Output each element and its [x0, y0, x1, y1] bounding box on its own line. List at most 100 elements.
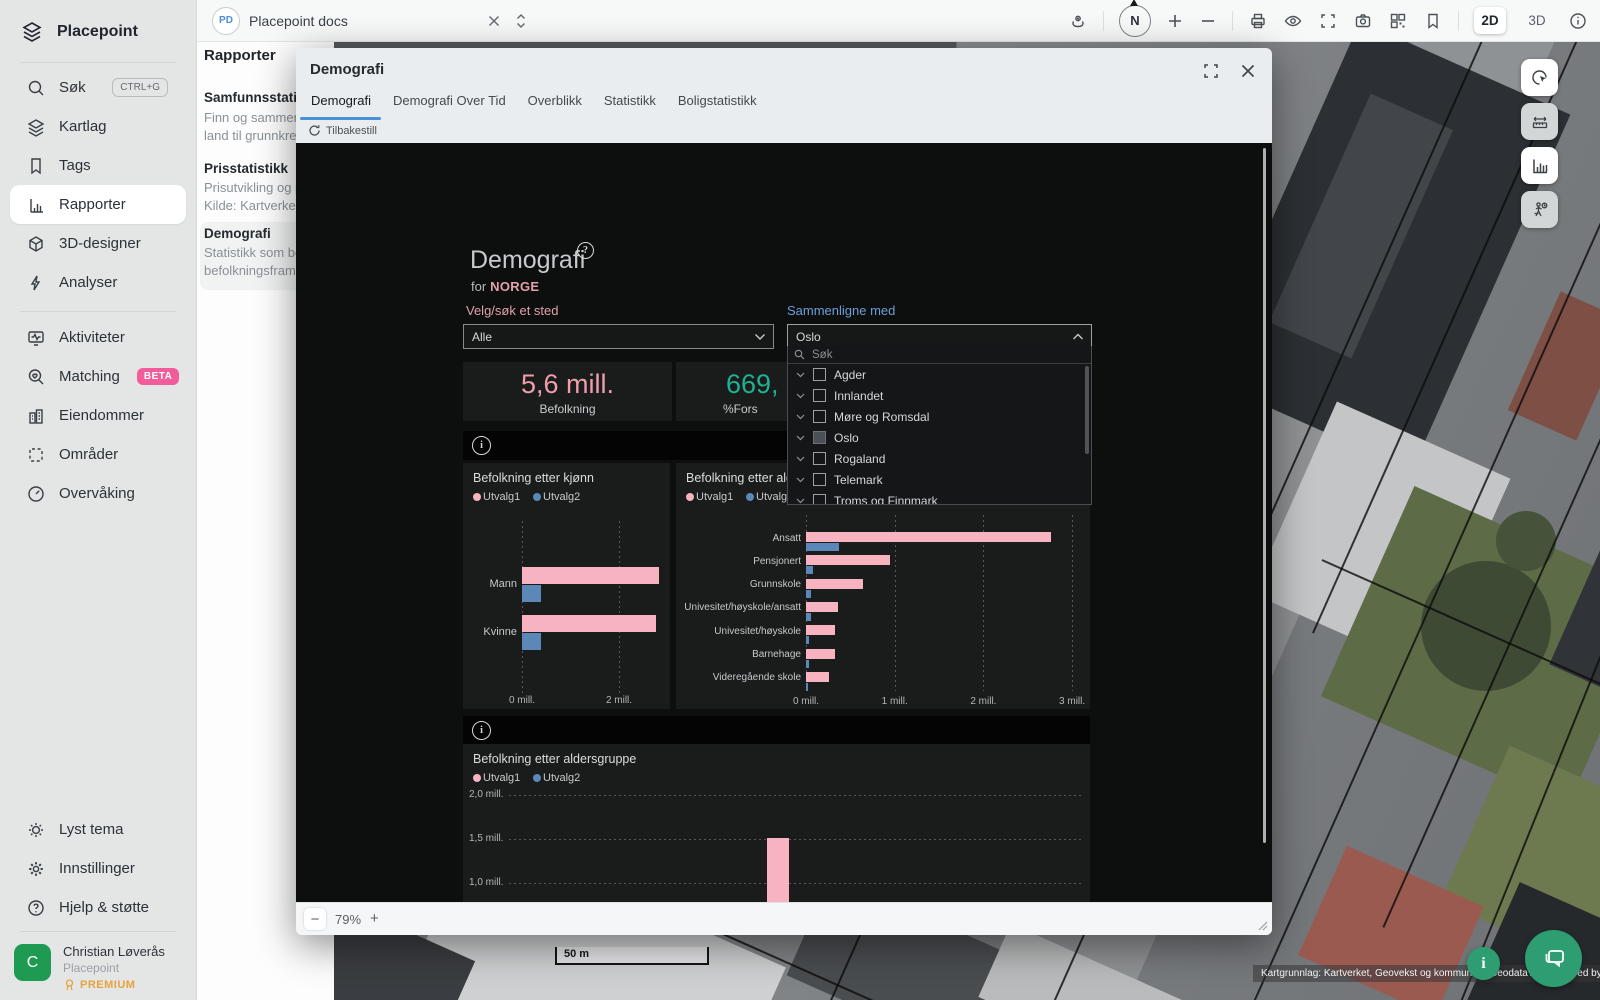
- reports-heading: Rapporter: [204, 47, 276, 64]
- zoom-out-icon[interactable]: [1199, 12, 1217, 30]
- modal-tab-boligstatistikk[interactable]: Boligstatistikk: [678, 93, 757, 119]
- chart-tool-button[interactable]: [1521, 147, 1558, 184]
- bookmark-icon[interactable]: [1423, 11, 1443, 31]
- chat-button[interactable]: [1525, 930, 1582, 987]
- dropdown-search[interactable]: [788, 346, 1091, 364]
- print-icon[interactable]: [1248, 11, 1268, 31]
- dropdown-option-m-re-og-romsdal[interactable]: Møre og Romsdal: [788, 406, 1091, 427]
- sidebar-item-3d-designer[interactable]: 3D-designer: [0, 224, 196, 263]
- sidebar-item-omr-der[interactable]: Områder: [0, 435, 196, 474]
- modal-tabs: Demografi Demografi Over Tid Overblikk Stat…: [311, 93, 757, 119]
- sidebar-item-aktiviteter[interactable]: Aktiviteter: [0, 318, 196, 357]
- travel-time-tool-button[interactable]: [1521, 191, 1558, 228]
- dropdown-option-rogaland[interactable]: Rogaland: [788, 448, 1091, 469]
- chart-befolkning-kjonn: Befolkning etter kjønnUtvalg1Utvalg20 mi…: [463, 463, 670, 709]
- dropdown-option-oslo[interactable]: Oslo: [788, 427, 1091, 448]
- zoom-in-button[interactable]: +: [370, 912, 379, 926]
- option-checkbox[interactable]: [813, 389, 826, 402]
- sidebar-item-overv-king[interactable]: Overvåking: [0, 474, 196, 513]
- close-tab-icon[interactable]: [486, 13, 502, 29]
- place-select[interactable]: Alle: [463, 324, 774, 349]
- sidebar-item-tags[interactable]: Tags: [0, 146, 196, 185]
- bar-utvalg2: [806, 660, 809, 668]
- qr-code-icon[interactable]: [1388, 11, 1408, 31]
- option-checkbox[interactable]: [813, 368, 826, 381]
- close-modal-icon[interactable]: [1238, 61, 1258, 81]
- chevron-down-icon[interactable]: [796, 435, 805, 441]
- about-icon[interactable]: [1568, 11, 1588, 31]
- chevron-down-icon[interactable]: [796, 498, 805, 504]
- modal-scrollbar[interactable]: [1263, 148, 1266, 843]
- screenshot-icon[interactable]: [1353, 11, 1373, 31]
- dashboard-title: Demografi: [470, 246, 585, 275]
- dropdown-option-innlandet[interactable]: Innlandet: [788, 385, 1091, 406]
- modal-tab-overblikk[interactable]: Overblikk: [528, 93, 582, 119]
- sidebar-item-innstillinger[interactable]: Innstillinger: [0, 849, 196, 888]
- collapse-expand-icon[interactable]: [514, 13, 528, 29]
- compass-button[interactable]: N: [1119, 5, 1151, 37]
- sidebar-item-hjelp-st-tte[interactable]: Hjelp & støtte: [0, 888, 196, 927]
- sidebar-item-eiendommer[interactable]: Eiendommer: [0, 396, 196, 435]
- modal-tab-statistikk[interactable]: Statistikk: [604, 93, 656, 119]
- chart-info-icon[interactable]: i: [472, 436, 491, 455]
- zoom-in-icon[interactable]: [1166, 12, 1184, 30]
- chevron-down-icon[interactable]: [796, 477, 805, 483]
- sidebar-item-analyser[interactable]: Analyser: [0, 263, 196, 302]
- reset-button[interactable]: Tilbakestill: [308, 124, 377, 137]
- zoom-out-button[interactable]: −: [304, 908, 326, 930]
- gauge-icon: [26, 484, 46, 504]
- option-checkbox[interactable]: [813, 410, 826, 423]
- measure-tool-button[interactable]: [1521, 103, 1558, 140]
- legend-label: Utvalg1: [483, 772, 520, 784]
- dropdown-search-input[interactable]: [810, 348, 1054, 362]
- info-button[interactable]: i: [1467, 947, 1500, 980]
- locate-icon[interactable]: [1068, 11, 1088, 31]
- chevron-down-icon[interactable]: [796, 456, 805, 462]
- brand[interactable]: Placepoint: [20, 20, 138, 44]
- report-item-title[interactable]: Prisstatistikk: [204, 161, 288, 176]
- user-card[interactable]: C Christian Løverås Placepoint PREMIUM: [14, 944, 165, 992]
- visibility-icon[interactable]: [1283, 11, 1303, 31]
- sidebar-item-kartlag[interactable]: Kartlag: [0, 107, 196, 146]
- axis-tick-label: 1 mill.: [871, 696, 919, 707]
- help-icon[interactable]: ?: [577, 242, 594, 259]
- axis-tick-label: 2,0 mill.: [469, 789, 507, 800]
- sidebar-item-rapporter[interactable]: Rapporter: [10, 185, 186, 224]
- dropdown-scrollbar[interactable]: [1085, 366, 1089, 454]
- chevron-down-icon[interactable]: [796, 414, 805, 420]
- chevron-down-icon[interactable]: [796, 372, 805, 378]
- view-2d-button[interactable]: 2D: [1474, 7, 1506, 34]
- option-label: Innlandet: [834, 389, 883, 403]
- expand-modal-icon[interactable]: [1202, 62, 1220, 80]
- modal-tab-demografi-over-tid[interactable]: Demografi Over Tid: [393, 93, 506, 119]
- sidebar-item-matching[interactable]: Matching BETA: [0, 357, 196, 396]
- option-checkbox[interactable]: [813, 473, 826, 486]
- chevron-down-icon[interactable]: [796, 393, 805, 399]
- dropdown-option-troms-og-finnmark[interactable]: Troms og Finnmark: [788, 490, 1091, 505]
- sidebar-item-s-k[interactable]: SøkCTRL+G: [0, 68, 196, 107]
- dropdown-option-telemark[interactable]: Telemark: [788, 469, 1091, 490]
- sun-icon: [26, 820, 46, 840]
- view-3d-button[interactable]: 3D: [1521, 7, 1553, 34]
- fullscreen-icon[interactable]: [1318, 11, 1338, 31]
- toolbar-separator: [1232, 11, 1233, 31]
- resize-handle-icon[interactable]: [1256, 919, 1268, 931]
- sidebar-item-label: Matching: [59, 368, 120, 385]
- report-item-title[interactable]: Demografi: [204, 226, 271, 241]
- sidebar-item-lyst-tema[interactable]: Lyst tema: [0, 810, 196, 849]
- option-checkbox[interactable]: [813, 431, 826, 444]
- sidebar-item-label: Tags: [59, 157, 91, 174]
- option-checkbox[interactable]: [813, 452, 826, 465]
- bar-utvalg2: [806, 590, 811, 598]
- option-checkbox[interactable]: [813, 494, 826, 505]
- select-tool-button[interactable]: [1521, 59, 1558, 96]
- compare-dropdown: Agder Innlandet Møre og RomsdalOsloRogalan…: [787, 346, 1092, 505]
- dropdown-option-agder[interactable]: Agder: [788, 364, 1091, 385]
- bar-utvalg2: [806, 613, 811, 621]
- modal-tab-demografi[interactable]: Demografi: [311, 93, 371, 119]
- chart-info-icon[interactable]: i: [472, 721, 491, 740]
- beta-badge: BETA: [137, 368, 179, 385]
- document-tab[interactable]: PD Placepoint docs: [204, 0, 532, 41]
- dashboard-content: Demografi ? forNORGE Velg/søk et sted Sa…: [296, 143, 1272, 903]
- zoom-level: 79%: [335, 912, 361, 927]
